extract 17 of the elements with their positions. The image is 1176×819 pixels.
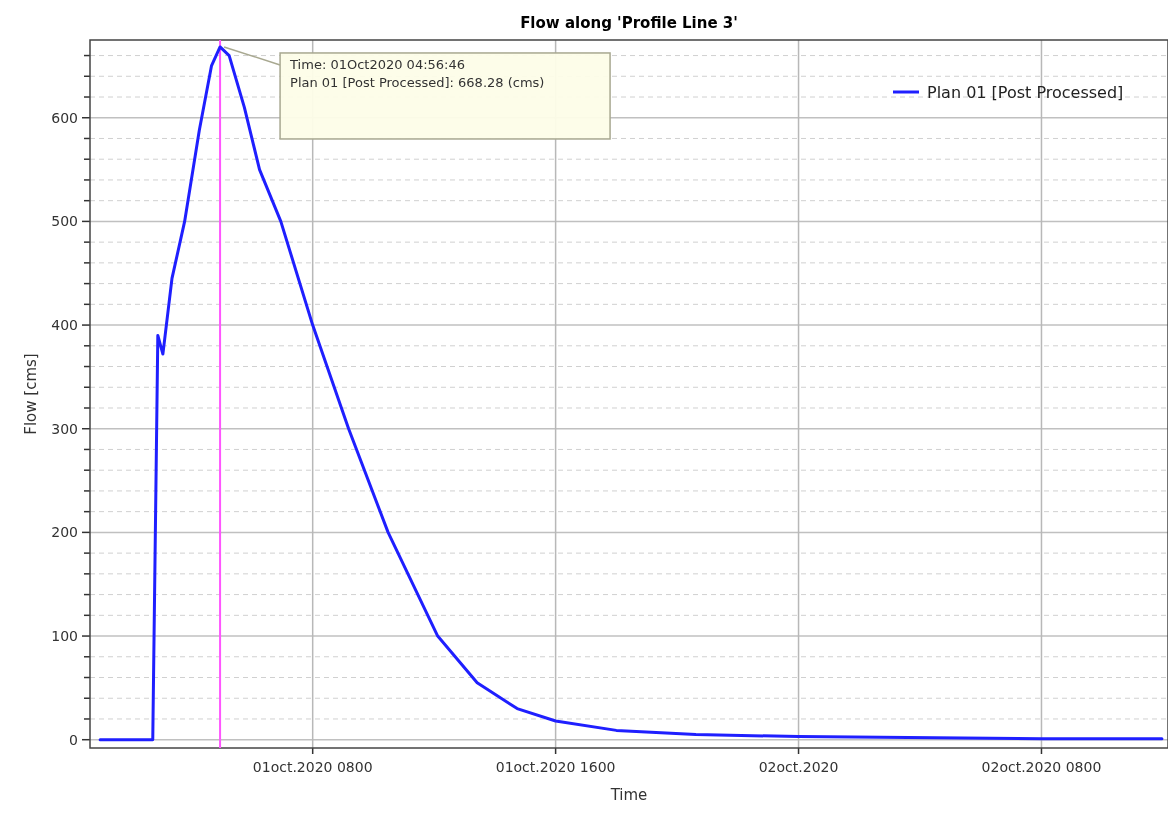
legend-label: Plan 01 [Post Processed] (927, 82, 1124, 102)
y-axis-title: Flow [cms] (22, 353, 40, 435)
x-tick-label: 01oct.2020 1600 (495, 759, 616, 775)
x-tick-label: 01oct.2020 0800 (252, 759, 373, 775)
x-tick-label: 02oct.2020 (758, 759, 839, 775)
x-axis-title: Time (609, 786, 648, 804)
y-tick-label: 600 (51, 109, 78, 126)
y-tick-label: 200 (51, 524, 78, 541)
line-series (98, 45, 1164, 742)
annotation: Time: 01Oct2020 04:56:46 Plan 01 [Post Processed]: 668.28 (cms) (289, 56, 545, 90)
y-tick-label: 300 (51, 420, 78, 437)
y-tick-label: 100 (51, 627, 78, 644)
y-tick-label: 400 (51, 316, 78, 333)
chart-title: Flow along 'Profile Line 3' (520, 14, 738, 32)
y-tick-label: 500 (51, 213, 78, 230)
x-tick-label: 02oct.2020 0800 (981, 759, 1102, 775)
y-tick-label: 0 (69, 731, 78, 748)
